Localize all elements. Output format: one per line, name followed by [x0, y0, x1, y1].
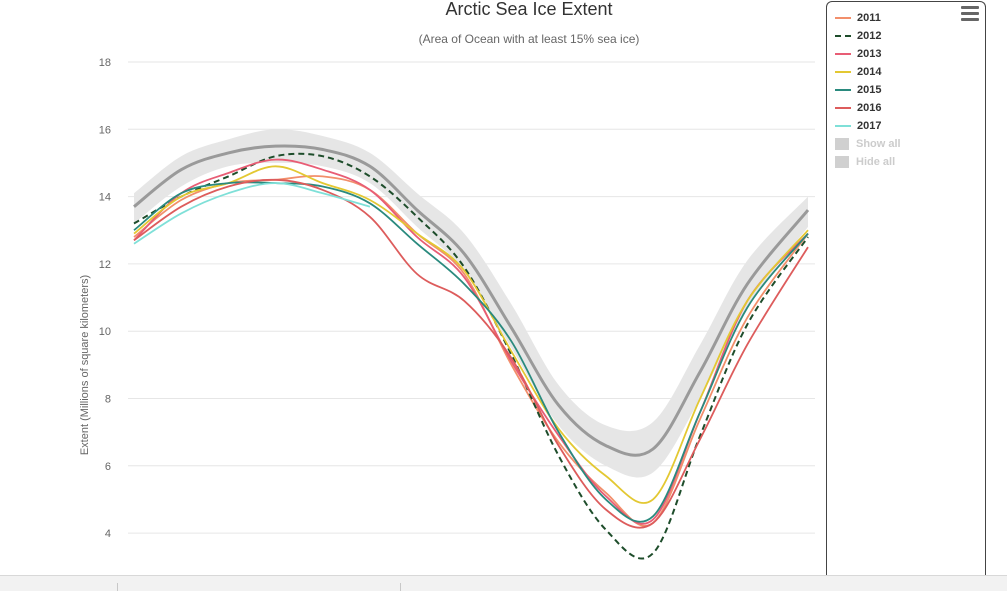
legend-label: 2017 — [857, 120, 882, 132]
legend-swatch — [835, 125, 851, 127]
hide-all-button[interactable]: Hide all — [835, 153, 901, 171]
y-tick-label: 12 — [99, 259, 111, 271]
chart-title: Arctic Sea Ice Extent — [445, 0, 612, 19]
toolbar-divider — [117, 583, 118, 591]
series-line-2015[interactable] — [133, 181, 809, 523]
y-tick-label: 16 — [99, 124, 111, 136]
legend-panel: 2011 2012 2013 2014 2015 2016 2017 Show all Hide… — [826, 1, 986, 575]
series-line-2017[interactable] — [133, 182, 371, 245]
series-line-2016[interactable] — [133, 178, 809, 529]
average-band — [133, 129, 810, 478]
legend-swatch — [835, 53, 851, 55]
average-line — [133, 144, 810, 457]
y-tick-label: 8 — [105, 393, 111, 405]
legend-item-2012[interactable]: 2012 — [835, 27, 901, 45]
legend-label: 2015 — [857, 84, 882, 96]
legend-button-label: Hide all — [856, 156, 896, 168]
y-axis-ticks: 4 6 8 10 12 14 16 18 — [99, 57, 111, 540]
y-tick-label: 6 — [105, 461, 111, 473]
legend-item-2014[interactable]: 2014 — [835, 63, 901, 81]
legend-swatch — [835, 17, 851, 19]
series-line-2014[interactable] — [133, 165, 809, 504]
bottom-toolbar — [0, 575, 1007, 591]
legend-swatch — [835, 71, 851, 73]
legend-label: 2016 — [857, 102, 882, 114]
legend-item-2015[interactable]: 2015 — [835, 81, 901, 99]
show-all-button[interactable]: Show all — [835, 135, 901, 153]
legend-label: 2012 — [857, 30, 882, 42]
toggle-box-icon — [835, 138, 849, 150]
toolbar-divider — [400, 583, 401, 591]
legend-label: 2013 — [857, 48, 882, 60]
hamburger-menu-icon[interactable] — [961, 6, 979, 22]
legend-item-2017[interactable]: 2017 — [835, 117, 901, 135]
chart-subtitle: (Area of Ocean with at least 15% sea ice… — [419, 32, 640, 46]
series-lines — [133, 152, 809, 560]
y-tick-label: 10 — [99, 326, 111, 338]
y-tick-label: 14 — [99, 192, 111, 204]
toggle-box-icon — [835, 156, 849, 168]
y-tick-label: 18 — [99, 57, 111, 69]
legend-item-2011[interactable]: 2011 — [835, 9, 901, 27]
y-axis-label: Extent (Millions of square kilometers) — [79, 275, 91, 455]
legend-swatch — [835, 89, 851, 91]
legend-scroll-area — [988, 0, 1007, 575]
grid-lines — [128, 61, 815, 534]
legend-swatch — [835, 35, 851, 37]
legend-item-2013[interactable]: 2013 — [835, 45, 901, 63]
legend-button-label: Show all — [856, 138, 901, 150]
y-tick-label: 4 — [105, 528, 111, 540]
average-range-band — [134, 129, 808, 478]
legend-label: 2014 — [857, 66, 882, 78]
legend-swatch — [835, 107, 851, 109]
legend-label: 2011 — [857, 12, 881, 24]
legend-list: 2011 2012 2013 2014 2015 2016 2017 Show all Hide… — [835, 9, 901, 171]
legend-item-2016[interactable]: 2016 — [835, 99, 901, 117]
